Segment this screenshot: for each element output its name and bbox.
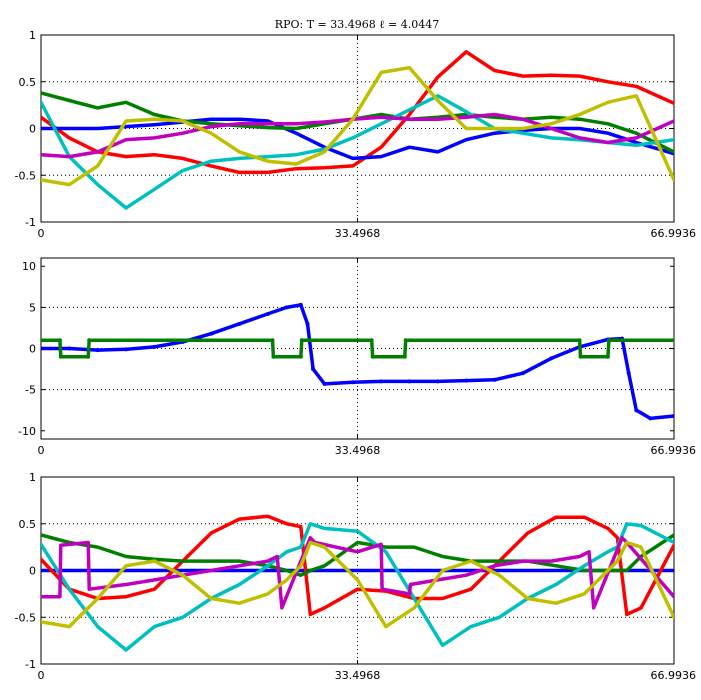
x-tick-label: 0 <box>38 669 45 682</box>
data-point <box>322 381 327 386</box>
data-point <box>605 354 610 359</box>
data-point <box>209 331 214 336</box>
data-point <box>606 338 611 343</box>
y-tick-label: -1 <box>25 216 36 229</box>
data-point <box>298 354 303 359</box>
series-line <box>41 94 674 210</box>
data-point <box>379 379 384 384</box>
x-tick-label: 66.9936 <box>651 227 697 240</box>
data-point <box>87 338 92 343</box>
y-tick-label: -10 <box>18 425 36 438</box>
data-point <box>672 413 674 418</box>
y-tick-label: 0 <box>29 565 36 578</box>
x-tick-label: 66.9936 <box>651 444 697 457</box>
data-point <box>237 321 242 326</box>
y-tick-label: 5 <box>29 301 36 314</box>
data-point <box>407 379 412 384</box>
x-tick-label: 0 <box>38 227 45 240</box>
series-group <box>41 50 674 210</box>
data-point <box>578 354 583 359</box>
series-line <box>41 522 674 652</box>
data-point <box>370 354 375 359</box>
chart-title: RPO: T = 33.4968 ℓ = 4.0447 <box>275 18 439 31</box>
y-tick-label: -5 <box>25 384 36 397</box>
y-tick-label: 1 <box>29 29 36 42</box>
data-point <box>271 354 276 359</box>
series-line <box>41 540 674 629</box>
x-tick-label: 33.4968 <box>335 227 381 240</box>
data-point <box>305 321 310 326</box>
data-point <box>152 344 157 349</box>
data-point <box>549 356 554 361</box>
y-tick-label: -0.5 <box>15 169 36 182</box>
y-tick-label: 0 <box>29 123 36 136</box>
x-tick-label: 33.4968 <box>335 669 381 682</box>
series-line <box>41 536 674 610</box>
data-point <box>350 380 355 385</box>
data-point <box>298 302 303 307</box>
series-group <box>41 514 674 652</box>
data-point <box>299 338 304 343</box>
data-point <box>311 367 316 372</box>
data-point <box>672 338 674 343</box>
data-point <box>403 338 408 343</box>
data-point <box>270 338 275 343</box>
data-point <box>634 408 639 413</box>
series-line <box>41 338 674 359</box>
data-point <box>464 378 469 383</box>
data-point <box>67 346 72 351</box>
data-point <box>369 338 374 343</box>
y-tick-label: 10 <box>22 260 36 273</box>
data-point <box>435 379 440 384</box>
x-tick-label: 0 <box>38 444 45 457</box>
data-point <box>284 305 289 310</box>
data-point <box>492 377 497 382</box>
series-line <box>41 65 674 187</box>
series-line <box>41 50 674 175</box>
y-tick-label: 0 <box>29 343 36 356</box>
data-point <box>57 338 62 343</box>
y-tick-label: 0.5 <box>19 76 37 89</box>
y-tick-label: -1 <box>25 658 36 671</box>
series-group <box>41 302 674 421</box>
x-tick-label: 66.9936 <box>651 669 697 682</box>
y-tick-label: 0.5 <box>19 518 37 531</box>
series-line <box>41 117 674 161</box>
series-line <box>41 533 674 577</box>
data-point <box>41 346 43 351</box>
x-tick-label: 33.4968 <box>335 444 381 457</box>
data-point <box>124 347 129 352</box>
top-panel: 10.50-0.5-10 33.4968 66.9936 <box>15 29 696 240</box>
data-point <box>577 338 582 343</box>
data-point <box>86 354 91 359</box>
data-point <box>402 354 407 359</box>
y-tick-label: -0.5 <box>15 611 36 624</box>
data-point <box>648 416 653 421</box>
data-point <box>265 311 270 316</box>
data-point <box>95 348 100 353</box>
data-point <box>41 338 43 343</box>
y-tick-label: 1 <box>29 471 36 484</box>
data-point <box>520 371 525 376</box>
data-point <box>58 354 63 359</box>
data-point <box>626 371 631 376</box>
bottom-panel: 10.50-0.5-10 33.4968 66.9936 <box>15 471 696 682</box>
